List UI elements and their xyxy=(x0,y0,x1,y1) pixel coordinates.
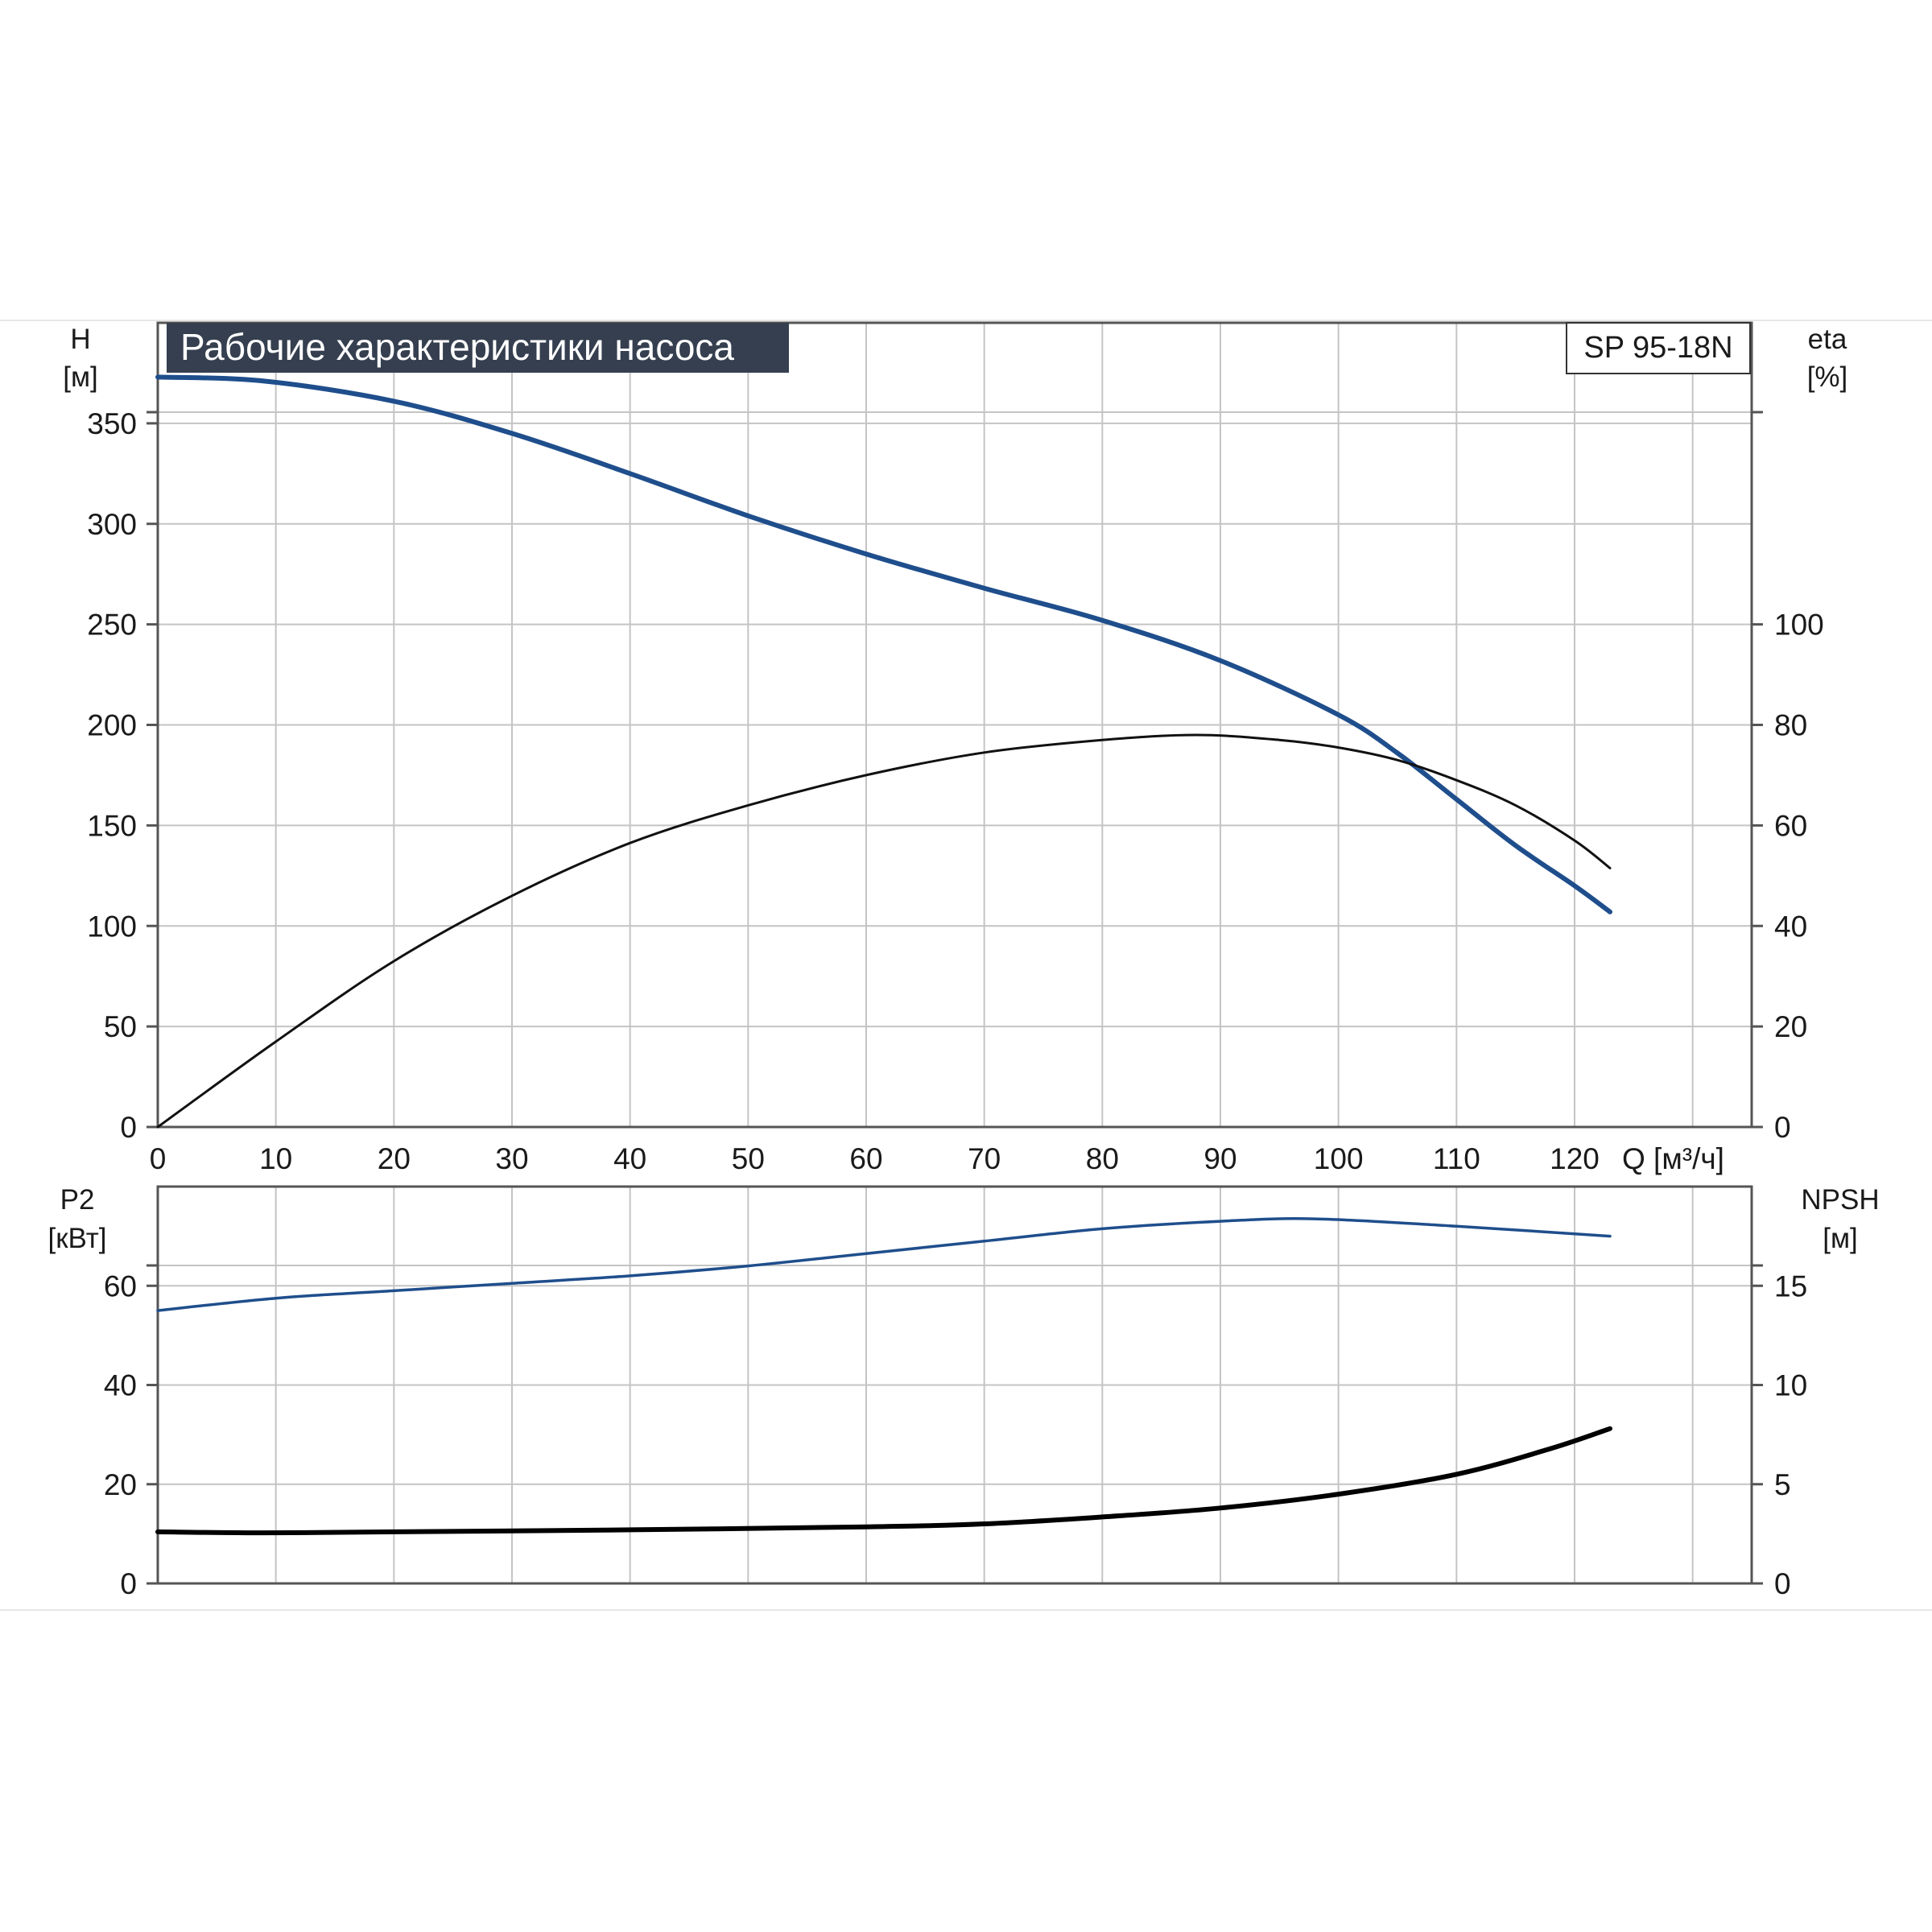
bottom-ytick-left-label-1: 20 xyxy=(104,1468,137,1501)
top-ytick-right-label-2: 40 xyxy=(1774,910,1807,943)
xtick-label-2: 20 xyxy=(378,1142,411,1175)
top-ytick-left-label-7: 350 xyxy=(87,407,137,440)
top-ytick-right-label-3: 60 xyxy=(1774,809,1807,842)
bottom-series-line-0 xyxy=(156,1217,1612,1312)
y-right-title-bottom-line1: NPSH xyxy=(1801,1184,1879,1216)
y-right-title-top-line1: eta xyxy=(1808,324,1847,355)
top-ytick-right-label-5: 100 xyxy=(1774,609,1824,642)
xtick-label-5: 50 xyxy=(732,1142,765,1175)
xtick-label-11: 110 xyxy=(1433,1142,1480,1175)
top-ytick-left-label-2: 100 xyxy=(87,910,137,943)
top-ytick-left-label-6: 300 xyxy=(87,508,137,541)
xtick-label-4: 40 xyxy=(613,1142,646,1175)
top-ytick-left-label-3: 150 xyxy=(87,809,137,842)
y-right-title-bottom-line2: [м] xyxy=(1823,1223,1858,1254)
bottom-ytick-left-label-3: 60 xyxy=(104,1269,137,1302)
top-ytick-left-label-5: 250 xyxy=(87,609,137,642)
power-npsh-panel: 0 20 40 60 0 5 10 15 xyxy=(104,1185,1807,1600)
title-box xyxy=(167,323,789,373)
y-left-title-bottom-line1: P2 xyxy=(60,1184,95,1216)
chart-title: Рабочие характеристики насоса xyxy=(180,326,734,368)
x-axis-title: Q [м³/ч] xyxy=(1622,1142,1724,1175)
bottom-ytick-right-label-0: 0 xyxy=(1774,1567,1791,1600)
xtick-label-1: 10 xyxy=(259,1142,292,1175)
bottom-ytick-left-label-2: 40 xyxy=(104,1369,137,1402)
top-ytick-left-label-1: 50 xyxy=(104,1010,137,1043)
bottom-ytick-left-label-0: 0 xyxy=(120,1567,137,1600)
top-series-line-1 xyxy=(156,733,1612,1129)
y-left-title-top-line2: [м] xyxy=(63,361,98,393)
bottom-ytick-right-label-3: 15 xyxy=(1774,1269,1807,1302)
xtick-label-12: 120 xyxy=(1550,1142,1600,1175)
top-ytick-right-label-0: 0 xyxy=(1774,1111,1791,1144)
xtick-label-0: 0 xyxy=(150,1142,167,1175)
head-efficiency-panel: 0 50 100 150 200 250 300 350 0 20 40 60 80 100 0 10 20 30… xyxy=(87,321,1824,1175)
bottom-series-line-1 xyxy=(155,1426,1612,1536)
model-box xyxy=(1566,322,1751,374)
y-left-title-bottom-line2: [кВт] xyxy=(48,1223,107,1254)
xtick-label-10: 100 xyxy=(1314,1142,1364,1175)
y-right-title-top-line2: [%] xyxy=(1807,361,1848,393)
xtick-label-6: 60 xyxy=(849,1142,882,1175)
xtick-label-8: 80 xyxy=(1086,1142,1119,1175)
y-left-title-top-line1: H xyxy=(70,324,90,355)
top-ytick-right-label-4: 80 xyxy=(1774,709,1807,742)
top-ytick-left-label-0: 0 xyxy=(120,1111,137,1144)
model-label: SP 95-18N xyxy=(1583,331,1732,365)
top-ytick-left-label-4: 200 xyxy=(87,709,137,742)
xtick-label-3: 30 xyxy=(495,1142,528,1175)
bottom-ytick-right-label-2: 10 xyxy=(1774,1369,1807,1402)
xtick-label-7: 70 xyxy=(968,1142,1001,1175)
bottom-ytick-right-label-1: 5 xyxy=(1774,1468,1791,1501)
xtick-label-9: 90 xyxy=(1203,1142,1236,1175)
top-series-line-0 xyxy=(155,374,1612,914)
top-ytick-right-label-1: 20 xyxy=(1774,1010,1807,1043)
